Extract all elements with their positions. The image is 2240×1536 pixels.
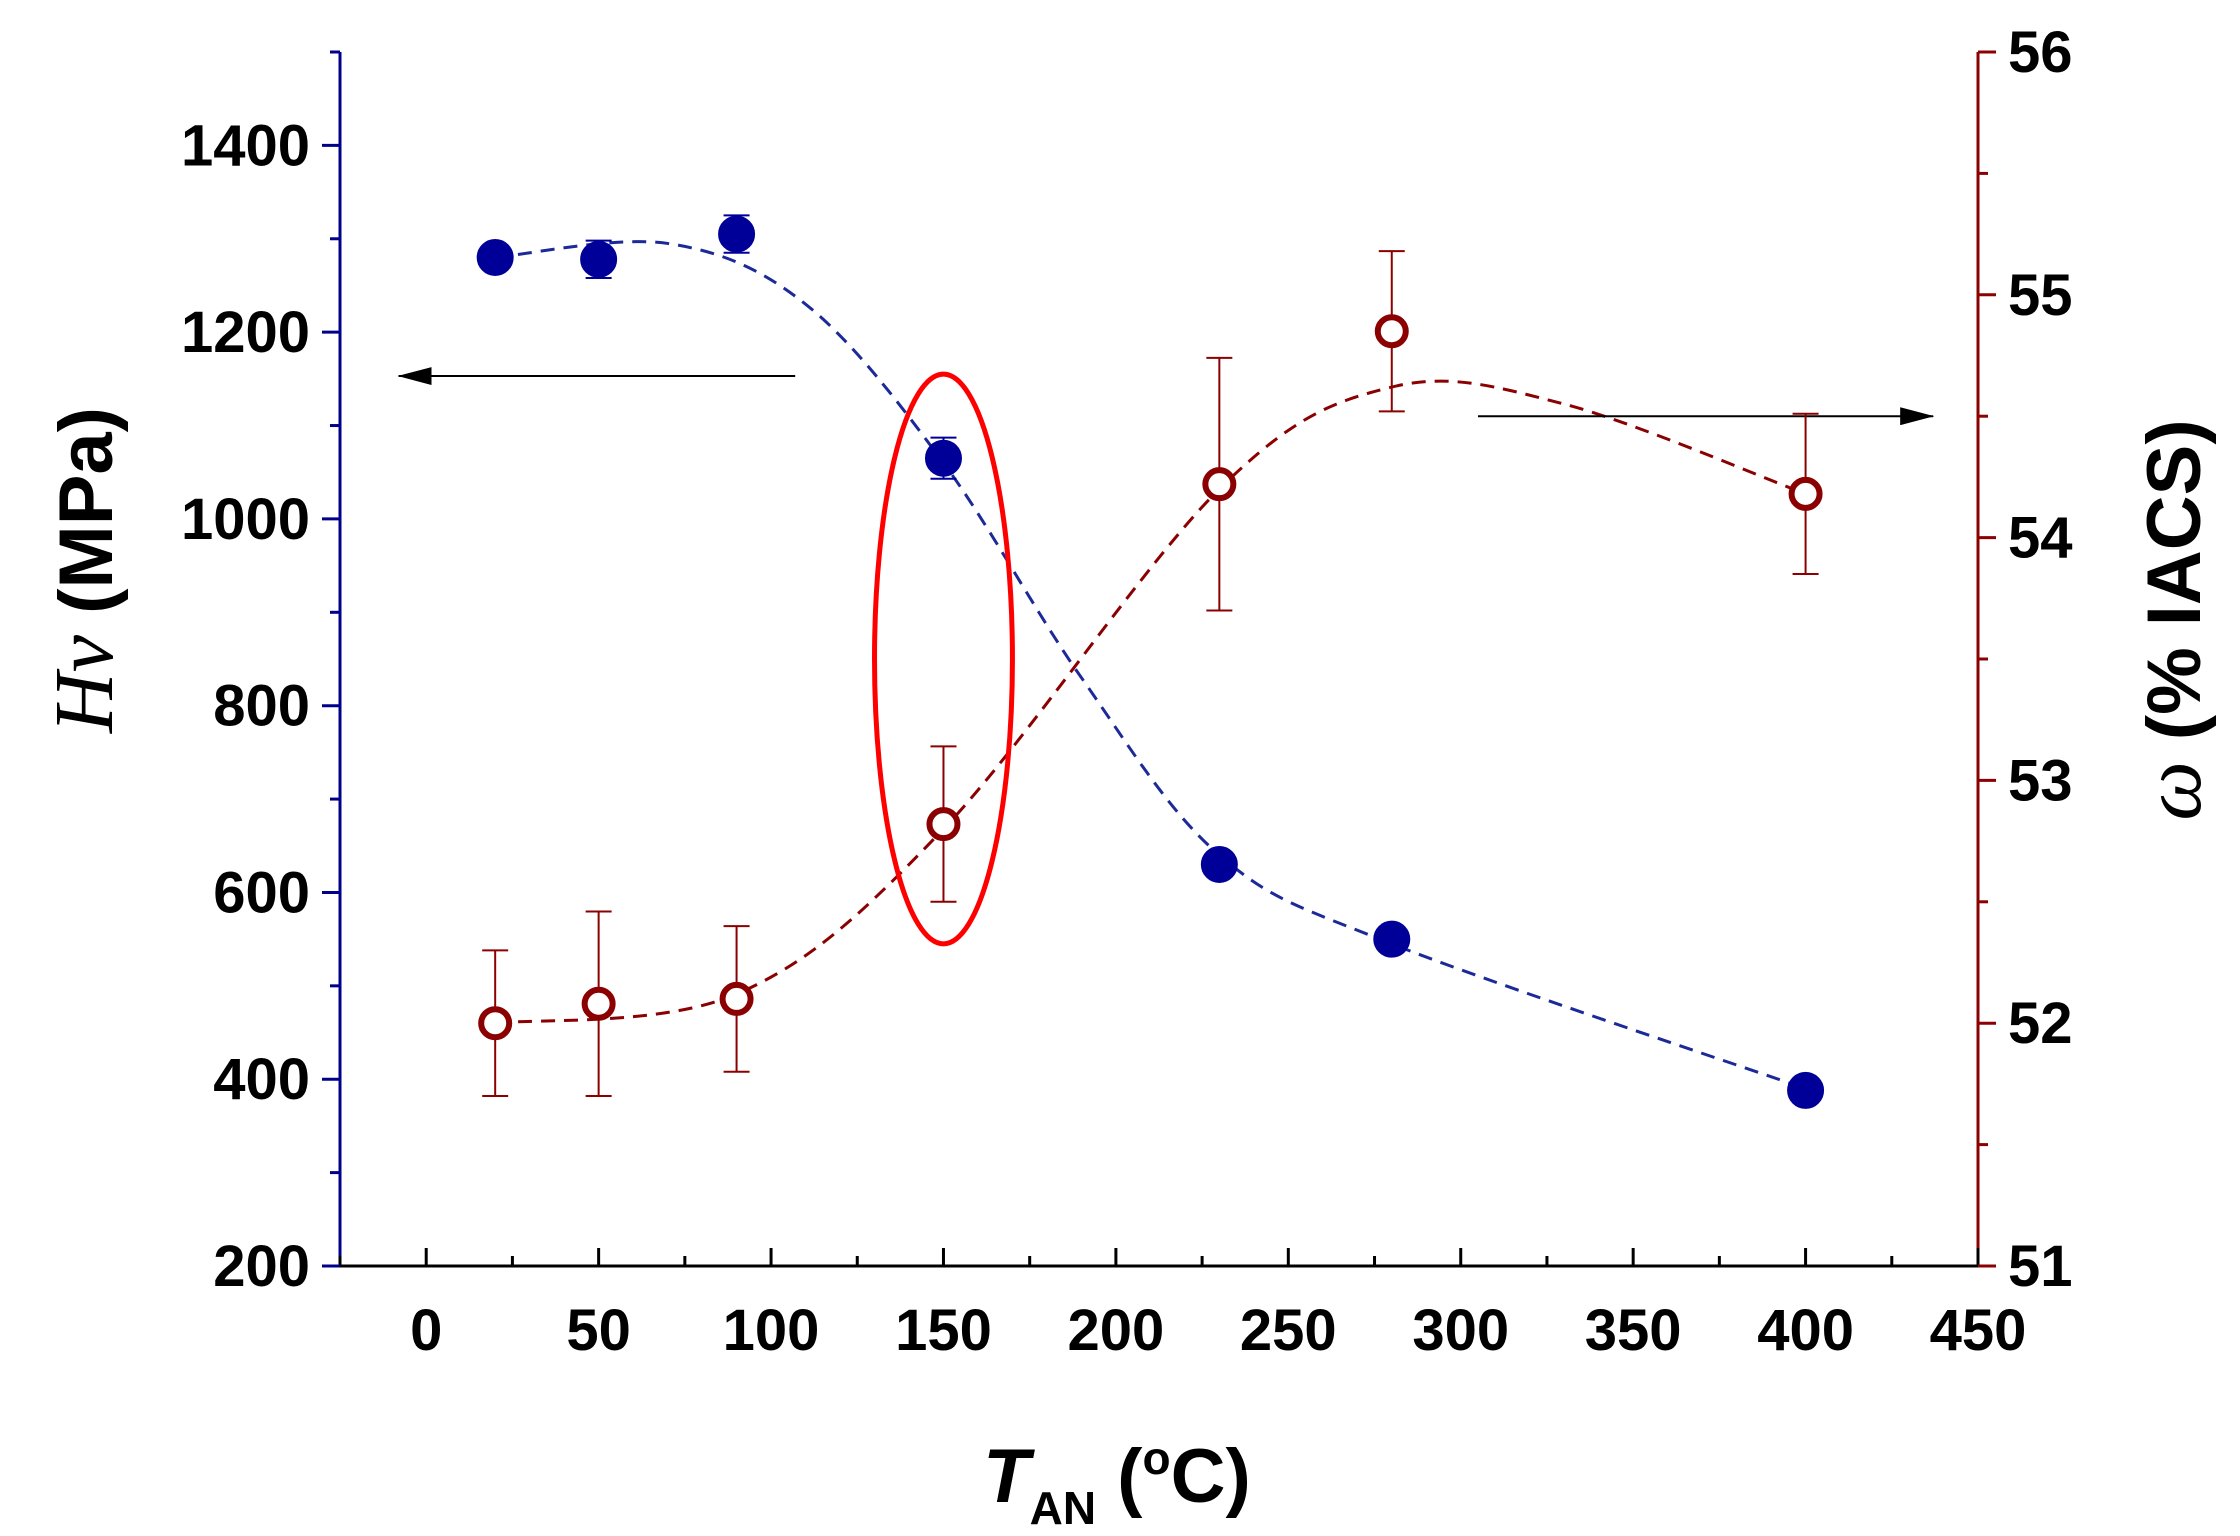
omega-point	[1374, 314, 1409, 349]
left-tick-label: 1000	[181, 487, 310, 552]
x-axis-title-main: T	[983, 1434, 1035, 1519]
annotations	[397, 367, 1935, 947]
left-tick-label: 200	[213, 1234, 310, 1299]
left-tick-label: 600	[213, 860, 310, 925]
hv-point	[1200, 845, 1238, 883]
tick-labels: 0 50 100 150 200 250 300 350 400 450 200 400 600 800 1…	[181, 20, 2073, 1363]
hv-point	[1373, 920, 1411, 958]
axes	[322, 50, 1996, 1268]
x-axis-title-degree: o	[1143, 1432, 1171, 1484]
x-axis-title: TAN (oC)	[983, 1432, 1251, 1534]
highlight-ellipse	[872, 371, 1015, 947]
x-axis-title-open: (	[1096, 1434, 1143, 1519]
left-tick-label: 1200	[181, 300, 310, 365]
x-tick-label: 300	[1412, 1298, 1509, 1363]
right-tick-label: 53	[2008, 748, 2073, 813]
right-tick-label: 56	[2008, 20, 2073, 85]
omega-point	[1202, 467, 1237, 502]
right-tick-label: 51	[2008, 1234, 2073, 1299]
x-axis-title-sub: AN	[1030, 1482, 1096, 1534]
left-axis-title: Hv (MPa)	[38, 407, 131, 734]
hv-point	[718, 215, 756, 253]
trend-lines	[494, 240, 1807, 1090]
omega-point	[719, 981, 754, 1016]
left-tick-label: 800	[213, 674, 310, 739]
left-axis-title-symbol: Hv	[38, 634, 131, 734]
x-tick-label: 250	[1240, 1298, 1337, 1363]
data-markers	[476, 215, 1825, 1109]
right-axis-title-unit: (% IACS)	[2132, 419, 2217, 761]
hv-point	[580, 240, 618, 278]
x-tick-label: 150	[895, 1298, 992, 1363]
x-tick-label: 350	[1585, 1298, 1682, 1363]
x-tick-label: 450	[1930, 1298, 2027, 1363]
right-tick-label: 54	[2008, 506, 2073, 571]
x-axis-title-close: C)	[1171, 1434, 1251, 1519]
hv-point	[1787, 1071, 1825, 1109]
omega-point	[1788, 476, 1823, 511]
x-tick-label: 100	[723, 1298, 820, 1363]
x-tick-label: 50	[566, 1298, 631, 1363]
left-tick-label: 1400	[181, 113, 310, 178]
right-tick-label: 55	[2008, 263, 2073, 328]
left-axis-title-unit: (MPa)	[44, 407, 129, 635]
hv-point	[924, 439, 962, 477]
omega-point	[926, 807, 961, 842]
x-tick-label: 200	[1068, 1298, 1165, 1363]
trend-line-omega	[494, 379, 1807, 1025]
omega-point	[478, 1006, 513, 1041]
hv-point	[476, 238, 514, 276]
left-tick-label: 400	[213, 1047, 310, 1112]
error-bars	[482, 214, 1819, 1098]
omega-point	[581, 986, 616, 1021]
x-tick-label: 400	[1757, 1298, 1854, 1363]
x-tick-label: 0	[410, 1298, 442, 1363]
right-axis-title-symbol: ω	[2126, 761, 2219, 820]
right-tick-label: 52	[2008, 991, 2073, 1056]
trend-line-hv	[495, 240, 1807, 1090]
right-axis-title: ω (% IACS)	[2126, 419, 2219, 820]
